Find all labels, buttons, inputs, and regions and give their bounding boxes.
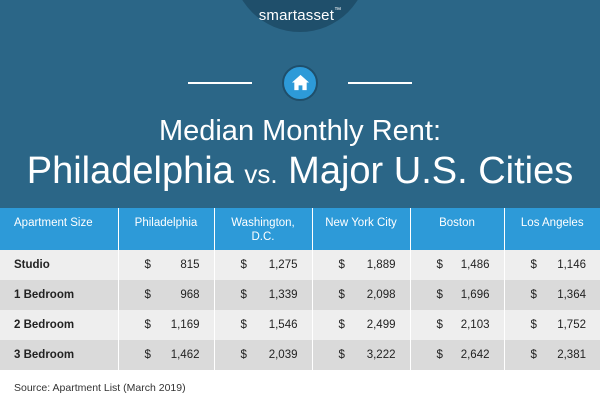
rent-table: Apartment Size Philadelphia Washington, … xyxy=(0,208,600,370)
rent-value: 1,339 xyxy=(268,289,298,301)
smartasset-logo: smartasset™ xyxy=(232,7,368,24)
rent-value: 1,752 xyxy=(557,319,586,331)
column-header: Los Angeles xyxy=(503,208,600,250)
table-cell: $2,039 xyxy=(213,340,312,370)
currency-symbol: $ xyxy=(338,349,345,361)
rent-value: 1,462 xyxy=(170,349,200,361)
column-header: Boston xyxy=(409,208,504,250)
title-rest: Major U.S. Cities xyxy=(288,150,574,192)
rent-value: 1,275 xyxy=(268,259,298,271)
currency-symbol: $ xyxy=(338,259,345,271)
rent-value: 2,098 xyxy=(366,289,396,301)
table-row: 2 Bedroom $1,169 $1,546 $2,499 $2,103 $1,752 xyxy=(0,310,600,340)
rent-value: 2,499 xyxy=(366,319,396,331)
currency-symbol: $ xyxy=(436,289,443,301)
currency-symbol: $ xyxy=(530,259,537,271)
table-cell: $2,098 xyxy=(311,280,410,310)
currency-symbol: $ xyxy=(240,259,247,271)
table-row: Studio $815 $1,275 $1,889 $1,486 $1,146 xyxy=(0,250,600,280)
currency-symbol: $ xyxy=(530,349,537,361)
column-header: Washington, D.C. xyxy=(213,208,312,250)
divider-right xyxy=(348,82,412,84)
table-cell: $1,696 xyxy=(409,280,504,310)
source-note: Source: Apartment List (March 2019) xyxy=(14,382,186,394)
logo-tab: smartasset™ xyxy=(232,0,368,32)
currency-symbol: $ xyxy=(240,319,247,331)
table-cell: $1,752 xyxy=(503,310,600,340)
column-header: New York City xyxy=(311,208,410,250)
rent-value: 815 xyxy=(180,259,200,271)
rent-value: 1,169 xyxy=(170,319,200,331)
currency-symbol: $ xyxy=(338,319,345,331)
currency-symbol: $ xyxy=(240,289,247,301)
table-cell: $1,889 xyxy=(311,250,410,280)
row-label: 3 Bedroom xyxy=(0,340,118,370)
currency-symbol: $ xyxy=(144,259,151,271)
table-cell: $1,275 xyxy=(213,250,312,280)
table-header-row: Apartment Size Philadelphia Washington, … xyxy=(0,208,600,250)
infographic-header: smartasset™ Median Monthly Rent: Philade… xyxy=(0,0,600,208)
rent-value: 968 xyxy=(180,289,200,301)
table-cell: $3,222 xyxy=(311,340,410,370)
rent-value: 2,103 xyxy=(460,319,490,331)
title-line-2: Philadelphia vs. Major U.S. Cities xyxy=(0,150,600,193)
rent-value: 1,696 xyxy=(460,289,490,301)
title-vs: vs. xyxy=(244,159,278,189)
currency-symbol: $ xyxy=(144,349,151,361)
divider-left xyxy=(188,82,252,84)
table-cell: $1,546 xyxy=(213,310,312,340)
column-header: Philadelphia xyxy=(117,208,214,250)
table-cell: $2,381 xyxy=(503,340,600,370)
currency-symbol: $ xyxy=(240,349,247,361)
table-cell: $1,146 xyxy=(503,250,600,280)
table-row: 1 Bedroom $968 $1,339 $2,098 $1,696 $1,364 xyxy=(0,280,600,310)
rent-value: 1,486 xyxy=(460,259,490,271)
rent-value: 1,364 xyxy=(557,289,586,301)
table-cell: $2,499 xyxy=(311,310,410,340)
rent-value: 3,222 xyxy=(366,349,396,361)
table-cell: $1,169 xyxy=(117,310,214,340)
title-city: Philadelphia xyxy=(26,150,234,192)
rent-value: 1,889 xyxy=(366,259,396,271)
currency-symbol: $ xyxy=(436,259,443,271)
title-line-1: Median Monthly Rent: xyxy=(158,115,442,147)
currency-symbol: $ xyxy=(338,289,345,301)
currency-symbol: $ xyxy=(144,319,151,331)
row-label: Studio xyxy=(0,250,118,280)
column-header: Apartment Size xyxy=(0,208,118,250)
rent-value: 2,642 xyxy=(460,349,490,361)
table-row: 3 Bedroom $1,462 $2,039 $3,222 $2,642 $2,381 xyxy=(0,340,600,370)
currency-symbol: $ xyxy=(530,319,537,331)
row-label: 2 Bedroom xyxy=(0,310,118,340)
house-badge xyxy=(282,65,318,101)
rent-value: 2,039 xyxy=(268,349,298,361)
table-cell: $968 xyxy=(117,280,214,310)
currency-symbol: $ xyxy=(144,289,151,301)
table-cell: $815 xyxy=(117,250,214,280)
table-cell: $1,486 xyxy=(409,250,504,280)
rent-value: 2,381 xyxy=(557,349,586,361)
rent-value: 1,546 xyxy=(268,319,298,331)
table-cell: $2,103 xyxy=(409,310,504,340)
currency-symbol: $ xyxy=(436,319,443,331)
table-cell: $1,339 xyxy=(213,280,312,310)
currency-symbol: $ xyxy=(530,289,537,301)
table-cell: $2,642 xyxy=(409,340,504,370)
trademark-mark: ™ xyxy=(334,7,342,14)
house-icon xyxy=(291,74,310,91)
row-label: 1 Bedroom xyxy=(0,280,118,310)
table-cell: $1,364 xyxy=(503,280,600,310)
table-cell: $1,462 xyxy=(117,340,214,370)
rent-value: 1,146 xyxy=(557,259,586,271)
currency-symbol: $ xyxy=(436,349,443,361)
logo-text: smartasset xyxy=(258,7,335,24)
